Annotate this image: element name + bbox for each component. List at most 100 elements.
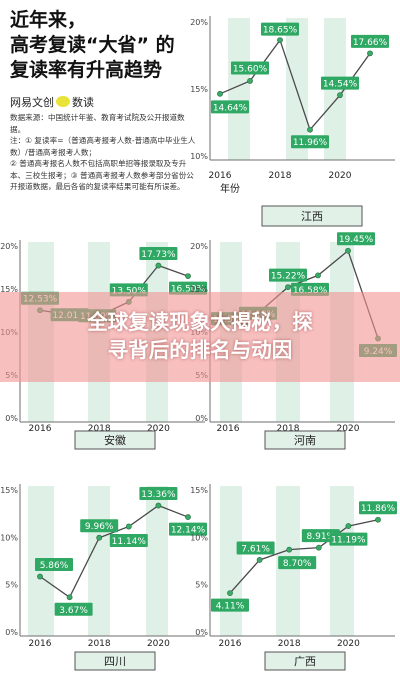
source-text: 数据来源：中国统计年鉴、教育考试院及公开报道数据。	[10, 113, 185, 134]
x-tick-label: 2016	[219, 639, 242, 649]
note-text-2: ② 普通高考报名人数不包括高职单招等报录取及专升本、三校生报考；③ 普通高考报考…	[10, 159, 194, 191]
data-label-bg	[139, 247, 178, 261]
data-label-bg	[291, 135, 329, 149]
y-tick-label: 20%	[190, 18, 208, 27]
x-tick-label: 2020	[329, 171, 352, 181]
data-label: 5.86%	[40, 561, 69, 571]
data-label-bg	[109, 534, 148, 548]
data-label-bg	[54, 602, 93, 616]
data-label: 11.86%	[361, 504, 396, 514]
data-label: 11.96%	[293, 138, 328, 148]
data-label: 11.19%	[331, 536, 366, 546]
province-label: 河南	[294, 434, 316, 447]
data-point	[96, 534, 103, 541]
title-line-1: 近年来，	[10, 9, 87, 31]
y-tick-label: 0%	[195, 628, 208, 637]
x-tick-label: 2016	[29, 424, 52, 434]
data-label-bg	[359, 501, 397, 515]
data-label: 16.58%	[293, 286, 328, 296]
data-point	[375, 516, 381, 523]
province-box	[264, 651, 346, 671]
x-tick-label: 2018	[278, 639, 301, 649]
data-label-bg	[80, 519, 119, 533]
x-tick-label: 2018	[269, 171, 292, 181]
chart-title: 近年来， 高考复读“大省” 的 复读率有升高趋势	[10, 8, 200, 83]
data-point	[307, 126, 313, 133]
province-box	[261, 205, 363, 227]
data-point	[66, 594, 73, 601]
province-box	[74, 651, 156, 671]
x-tick-label: 2020	[147, 639, 170, 649]
banner-line-1: 全球复读现象大揭秘，探	[87, 310, 313, 334]
x-tick-label: 2020	[337, 424, 360, 434]
y-tick-label: 10%	[190, 533, 208, 542]
province-label: 安徽	[104, 433, 126, 447]
chart-sichuan: 15% 10% 5% 0% 2016 2018 2020 5.86% 3.67% 9.96% 11.…	[0, 484, 207, 671]
y-tick-label: 20%	[0, 242, 18, 251]
data-label-bg	[278, 556, 317, 570]
x-tick-label: 2018	[88, 639, 111, 649]
chart-guangxi: 15% 10% 5% 0% 2016 2018 2020 4.11% 7.61% 8.70% 8.9…	[190, 484, 397, 671]
y-tick-label: 10%	[0, 533, 18, 542]
data-label: 12.14%	[171, 526, 206, 536]
series-line	[229, 519, 379, 594]
data-label: 14.54%	[323, 80, 358, 90]
y-tick-label: 0%	[5, 414, 18, 423]
province-label: 四川	[104, 655, 126, 668]
y-tick-label: 15%	[190, 486, 208, 495]
data-label-bg	[269, 268, 307, 282]
data-label-bg	[211, 598, 249, 612]
data-point	[315, 544, 322, 551]
brand-logo: 网易文创 数读	[10, 94, 94, 110]
x-tick-label: 2018	[277, 424, 300, 434]
province-box	[74, 430, 156, 450]
x-tick-label: 2016	[217, 424, 240, 434]
title-line-3: 复读率有升高趋势	[10, 59, 163, 81]
chart-jiangxi: 20% 15% 10% 2016 2018 2020 年份 14.64% 15.60% 18.65…	[190, 16, 395, 227]
data-label: 18.65%	[263, 26, 298, 36]
band-2	[330, 486, 354, 636]
data-label-bg	[35, 558, 73, 572]
data-point	[37, 573, 43, 580]
note-text-1: 注：① 复读率=（普通高考报考人数-普通高中毕业生人数）/普通高考报考人数；	[10, 136, 196, 157]
data-point	[286, 546, 293, 553]
province-label: 江西	[301, 210, 323, 223]
y-tick-label: 20%	[190, 242, 208, 251]
data-label-bg	[139, 487, 178, 501]
data-point	[185, 514, 191, 520]
banner-text: 全球复读现象大揭秘，探 寻背后的排名与动因	[0, 308, 400, 364]
banner-line-2: 寻背后的排名与动因	[107, 338, 293, 362]
data-label: 19.45%	[339, 235, 374, 245]
overlay-banner	[0, 292, 400, 382]
x-tick-label: 2018	[88, 424, 111, 434]
data-label: 3.67%	[59, 606, 88, 616]
data-label: 17.66%	[353, 38, 388, 48]
y-tick-label: 15%	[190, 85, 208, 94]
data-label-bg	[321, 76, 359, 90]
data-label-bg	[231, 61, 269, 75]
data-point	[315, 272, 321, 279]
title-line-2: 高考复读“大省” 的	[10, 34, 175, 56]
data-label: 15.22%	[271, 272, 306, 282]
data-point	[277, 37, 283, 43]
y-tick-label: 15%	[0, 486, 18, 495]
data-point	[367, 50, 373, 57]
data-point	[337, 92, 343, 99]
data-point	[256, 557, 263, 563]
data-label: 16.50%	[171, 285, 206, 295]
data-label-bg	[211, 100, 249, 114]
band-0	[220, 486, 242, 636]
data-label-bg	[351, 34, 389, 48]
data-label-bg	[169, 522, 207, 536]
data-point	[217, 90, 223, 97]
province-label: 广西	[294, 655, 316, 668]
data-label-bg	[329, 532, 368, 546]
data-label: 11.14%	[112, 537, 147, 547]
data-point	[227, 590, 233, 596]
data-point	[125, 523, 132, 530]
data-label: 8.70%	[283, 559, 312, 569]
data-label-bg	[261, 22, 299, 36]
band-2	[146, 486, 168, 636]
data-label: 9.96%	[85, 522, 114, 532]
data-label: 13.50%	[112, 286, 147, 296]
